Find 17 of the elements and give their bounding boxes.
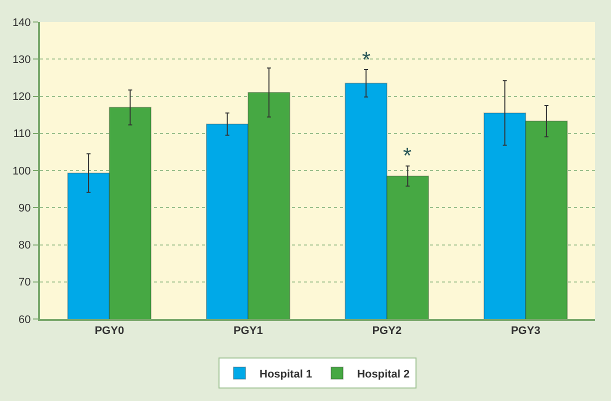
x-tick-label: PGY0: [94, 325, 124, 338]
y-tick-label: 60: [18, 314, 31, 326]
x-tick-label: PGY3: [510, 325, 540, 338]
y-tick-label: 100: [12, 165, 31, 178]
y-tick-label: 110: [13, 128, 31, 140]
annotation: *: [362, 47, 371, 72]
y-tick-label: 80: [18, 240, 31, 252]
y-tick-label: 70: [18, 276, 31, 289]
legend-label: Hospital 2: [357, 368, 410, 380]
x-tick-label: PGY1: [233, 325, 263, 338]
annotation: *: [403, 143, 412, 168]
legend-label: Hospital 1: [260, 368, 312, 380]
y-tick-label: 120: [12, 91, 31, 104]
y-tick-label: 90: [18, 202, 31, 214]
y-tick-label: 130: [12, 54, 31, 66]
x-tick-label: PGY2: [372, 325, 402, 338]
y-tick-label: 140: [12, 16, 31, 29]
